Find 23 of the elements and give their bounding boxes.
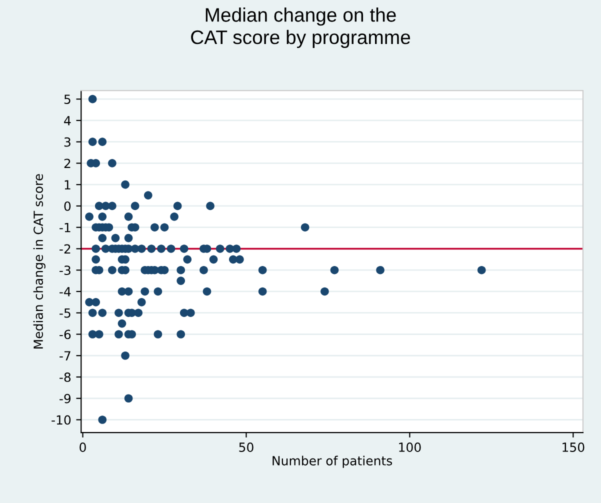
x-axis-title: Number of patients bbox=[272, 456, 392, 468]
y-tick-label: -5 bbox=[60, 308, 70, 318]
y-tick-label: -10 bbox=[52, 415, 71, 425]
y-tick-label: 1 bbox=[64, 180, 70, 190]
y-tick-label: 2 bbox=[64, 158, 70, 168]
y-tick-label: 4 bbox=[64, 116, 71, 126]
chart-title: Median change on the CAT score by programme bbox=[191, 8, 410, 48]
y-tick-label: -9 bbox=[60, 394, 71, 404]
y-axis-title: Median change in CAT score bbox=[33, 174, 46, 348]
y-tick-label: -7 bbox=[60, 351, 70, 360]
y-tick-label: 5 bbox=[64, 94, 70, 104]
x-tick-label: 150 bbox=[562, 442, 584, 452]
y-tick-label: -8 bbox=[60, 372, 71, 382]
y-tick-label: -6 bbox=[60, 330, 71, 340]
x-tick-label: 0 bbox=[80, 442, 86, 452]
y-tick-label: -2 bbox=[60, 244, 70, 254]
y-tick-label: -3 bbox=[60, 266, 70, 276]
x-tick-label: 100 bbox=[399, 442, 421, 452]
y-tick-label: -1 bbox=[60, 222, 70, 232]
x-tick-label: 50 bbox=[239, 442, 254, 452]
y-tick-label: 3 bbox=[64, 137, 70, 147]
y-tick-label: 0 bbox=[64, 201, 71, 211]
y-tick-label: -4 bbox=[60, 287, 71, 296]
